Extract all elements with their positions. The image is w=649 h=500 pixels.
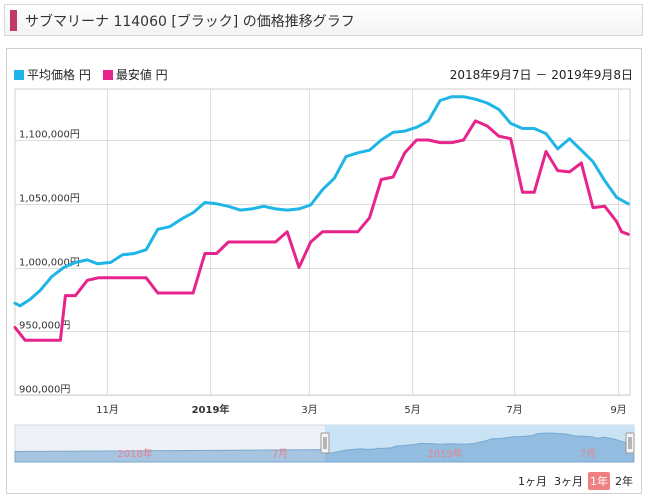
x-tick-label: 11月 — [96, 404, 119, 416]
legend-item-average[interactable]: 平均価格 円 — [14, 66, 91, 83]
navigator-label: 7月 — [272, 448, 288, 460]
range-selector: 1ヶ月 3ヶ月 1年 2年 — [513, 472, 635, 490]
range-button-1month[interactable]: 1ヶ月 — [518, 475, 547, 488]
series-line-lowest — [13, 119, 630, 342]
x-tick-label: 7月 — [506, 404, 522, 416]
date-range: 2018年9月7日 － 2019年9月8日 — [449, 68, 633, 82]
page-title: サブマリーナ 114060 [ブラック] の価格推移グラフ — [25, 14, 355, 30]
x-tick-label: 2019年 — [192, 403, 230, 416]
navigator-selection — [325, 425, 634, 462]
navigator-label: 7月 — [580, 448, 596, 460]
y-tick-label: 1,050,000円 — [19, 194, 80, 205]
y-tick-label: 900,000円 — [19, 385, 70, 396]
y-tick-label: 950,000円 — [19, 321, 70, 332]
range-button-3month[interactable]: 3ヶ月 — [554, 475, 583, 488]
page-header: サブマリーナ 114060 [ブラック] の価格推移グラフ — [4, 4, 643, 36]
legend-item-lowest[interactable]: 最安値 円 — [102, 66, 168, 83]
range-button-1year[interactable]: 1年 — [588, 472, 610, 490]
navigator-label: 2019年 — [427, 447, 462, 460]
navigator-label: 2018年 — [117, 447, 152, 460]
header-accent-bar — [10, 10, 17, 31]
chart-legend: 平均価格 円 最安値 円 — [14, 66, 180, 83]
legend-swatch-average — [14, 69, 24, 80]
legend-label-lowest: 最安値 円 — [115, 68, 168, 82]
x-tick-label: 5月 — [404, 404, 420, 416]
y-tick-label: 1,000,000円 — [19, 258, 80, 269]
range-button-2year[interactable]: 2年 — [615, 475, 633, 488]
x-tick-label: 9月 — [610, 404, 626, 416]
y-tick-label: 1,100,000円 — [19, 130, 80, 141]
navigator-area — [14, 432, 635, 463]
navigator-handle-right[interactable] — [625, 432, 635, 454]
chart-panel — [6, 48, 642, 494]
series-line-average — [13, 95, 630, 308]
legend-swatch-lowest — [102, 69, 113, 80]
navigator-handle-left[interactable] — [320, 432, 330, 454]
legend-label-average: 平均価格 円 — [27, 68, 91, 82]
x-tick-label: 3月 — [301, 404, 317, 416]
